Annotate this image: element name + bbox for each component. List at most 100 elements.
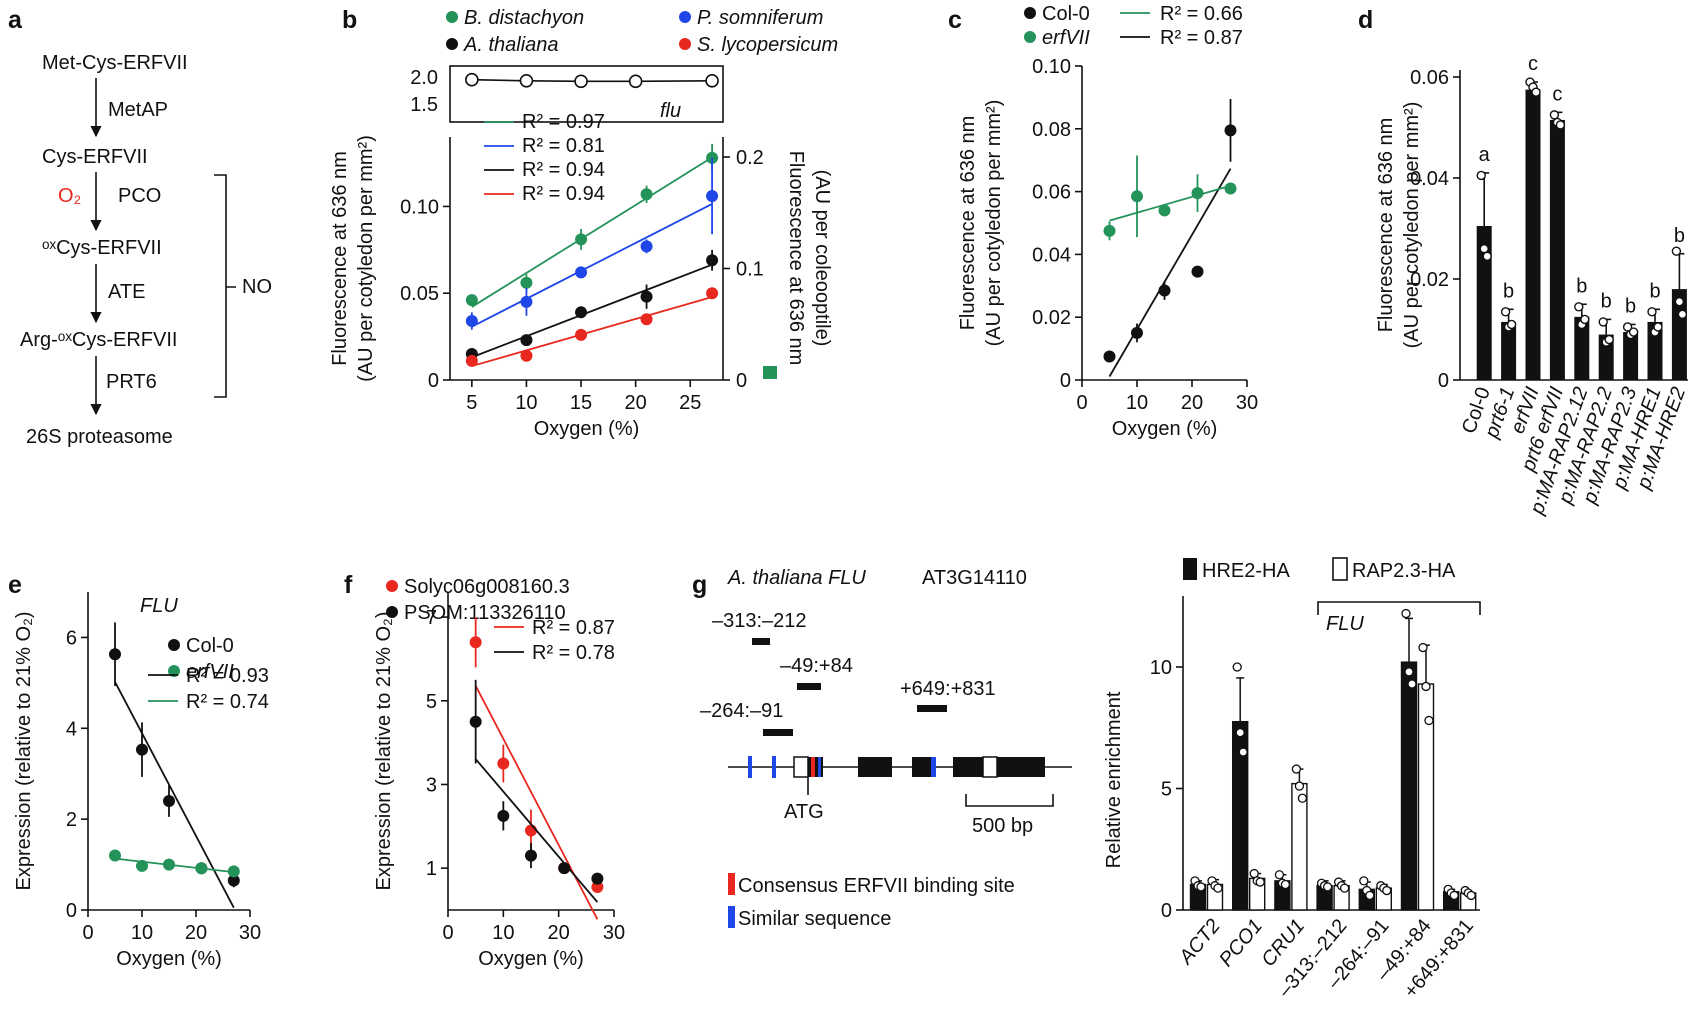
inset-y-tick-label: 1.5 (410, 94, 438, 116)
fragment-bar-3 (763, 729, 793, 736)
data-point (497, 757, 510, 770)
data-point (1131, 326, 1143, 339)
data-point (520, 334, 533, 347)
replicate-point (1382, 885, 1392, 896)
r2-legend-label: R² = 0.87 (1160, 27, 1243, 49)
y-tick-label: 0.06 (1410, 67, 1449, 89)
y-tick-label: 0.06 (1032, 182, 1071, 204)
y-tick-label: 3 (426, 774, 437, 796)
data-point (109, 648, 121, 661)
right-axis-marker-icon (763, 366, 777, 379)
panel-g-gene-diagram: g A. thaliana FLU AT3G14110 –313:–212 –4… (692, 567, 1072, 930)
consensus-legend-swatch (728, 873, 735, 895)
significance-letter: c (1528, 53, 1538, 75)
pathway-step-3: ᵒˣCys-ERFVII (42, 237, 162, 259)
legend-label: PSOM:113326110 (404, 602, 566, 624)
replicate-point (1401, 608, 1411, 619)
panel-b-marks (465, 72, 719, 367)
exon-3 (912, 757, 936, 777)
y-tick-label: 1 (426, 858, 437, 880)
r2-legend-label: R² = 0.74 (186, 691, 269, 713)
replicate-point (1407, 679, 1417, 689)
data-point (163, 794, 175, 807)
similar-legend-swatch (728, 906, 735, 928)
x-tick-label: 20 (548, 922, 570, 944)
data-point (1131, 190, 1143, 203)
chart-title: FLU (140, 595, 178, 617)
significance-letter: b (1649, 280, 1660, 302)
panel-e-marks (109, 622, 240, 909)
inset-point (628, 74, 643, 89)
replicate-point (1531, 87, 1541, 97)
fragment-bar-2 (797, 683, 821, 690)
legend-label: Col-0 (186, 635, 234, 657)
enzyme-ate: ATE (108, 281, 145, 303)
replicate-point (1424, 715, 1434, 726)
data-point (227, 865, 240, 878)
legend-label: erfVII (186, 661, 234, 683)
y-tick-label: 4 (66, 718, 77, 740)
fragment-label-3: –264:–91 (700, 700, 783, 722)
fit-line (474, 685, 599, 920)
fit-line (471, 296, 713, 367)
pathway-step-2: Cys-ERFVII (42, 146, 148, 168)
x-axis-label: Oxygen (%) (1112, 418, 1218, 440)
replicate-point (1479, 243, 1489, 254)
data-point (520, 349, 533, 362)
data-point (195, 862, 208, 875)
panel-e-axes: 0 10 20 30 0 2 4 6 Oxygen (%) Expression (relativ… (13, 592, 269, 970)
x-tick-label: 5 (466, 392, 477, 414)
replicate-point (1628, 327, 1639, 337)
y-tick-label: 0.08 (1032, 119, 1071, 141)
r2-legend-label: R² = 0.93 (186, 665, 269, 687)
y-axis-label: Fluorescence at 636 nm (1375, 118, 1397, 333)
oxygen-label: O₂ (58, 185, 81, 207)
data-point (163, 858, 175, 871)
y-tick-label: 0.04 (1410, 168, 1449, 190)
inset-point (574, 74, 588, 89)
data-point (1103, 224, 1116, 237)
replicate-point (1339, 883, 1350, 893)
replicate-point (1232, 662, 1242, 672)
flu-group-bracket (1317, 601, 1481, 615)
data-point (136, 859, 148, 872)
inset-point (519, 73, 534, 88)
consensus-legend-label: Consensus ERFVII binding site (738, 875, 1015, 897)
significance-letter: b (1625, 295, 1636, 317)
data-point (640, 313, 653, 326)
pathway-step-1: Met-Cys-ERFVII (42, 52, 188, 74)
legend-swatch-hre2 (1183, 558, 1197, 580)
data-point (575, 328, 588, 341)
x-tick-label: 0 (442, 922, 453, 944)
inset-point (705, 73, 719, 88)
legend-label: A. thaliana (463, 34, 559, 56)
y-axis-label: Fluorescence at 636 nm (329, 151, 351, 366)
bar (1549, 119, 1565, 381)
replicate-point (1653, 322, 1663, 332)
r2-legend-label: R² = 0.66 (1160, 3, 1243, 25)
data-point (706, 287, 719, 300)
y-tick-label: 2 (66, 809, 77, 831)
y-tick-label: 0 (428, 370, 439, 392)
bar (1400, 661, 1418, 911)
legend-marker (1024, 7, 1036, 19)
y-tick-label: 0.02 (1410, 269, 1449, 291)
y-axis-label: (AU per cotyledon per mm²) (1401, 102, 1423, 349)
data-point (525, 849, 537, 862)
replicate-point (1274, 870, 1285, 880)
replicate-point (1482, 251, 1492, 261)
legend-label: Col-0 (1042, 3, 1090, 25)
data-point (1158, 284, 1171, 297)
data-point (136, 743, 148, 756)
utr-box-3 (982, 756, 998, 778)
significance-letter: b (1503, 280, 1514, 302)
data-point (591, 872, 604, 885)
replicate-point (1418, 642, 1428, 653)
data-point (520, 295, 533, 308)
replicate-point (1476, 170, 1486, 181)
data-point (227, 874, 240, 887)
replicate-point (1671, 246, 1682, 256)
significance-letter: b (1576, 275, 1587, 297)
y-tick-label: 0.10 (1032, 56, 1071, 78)
